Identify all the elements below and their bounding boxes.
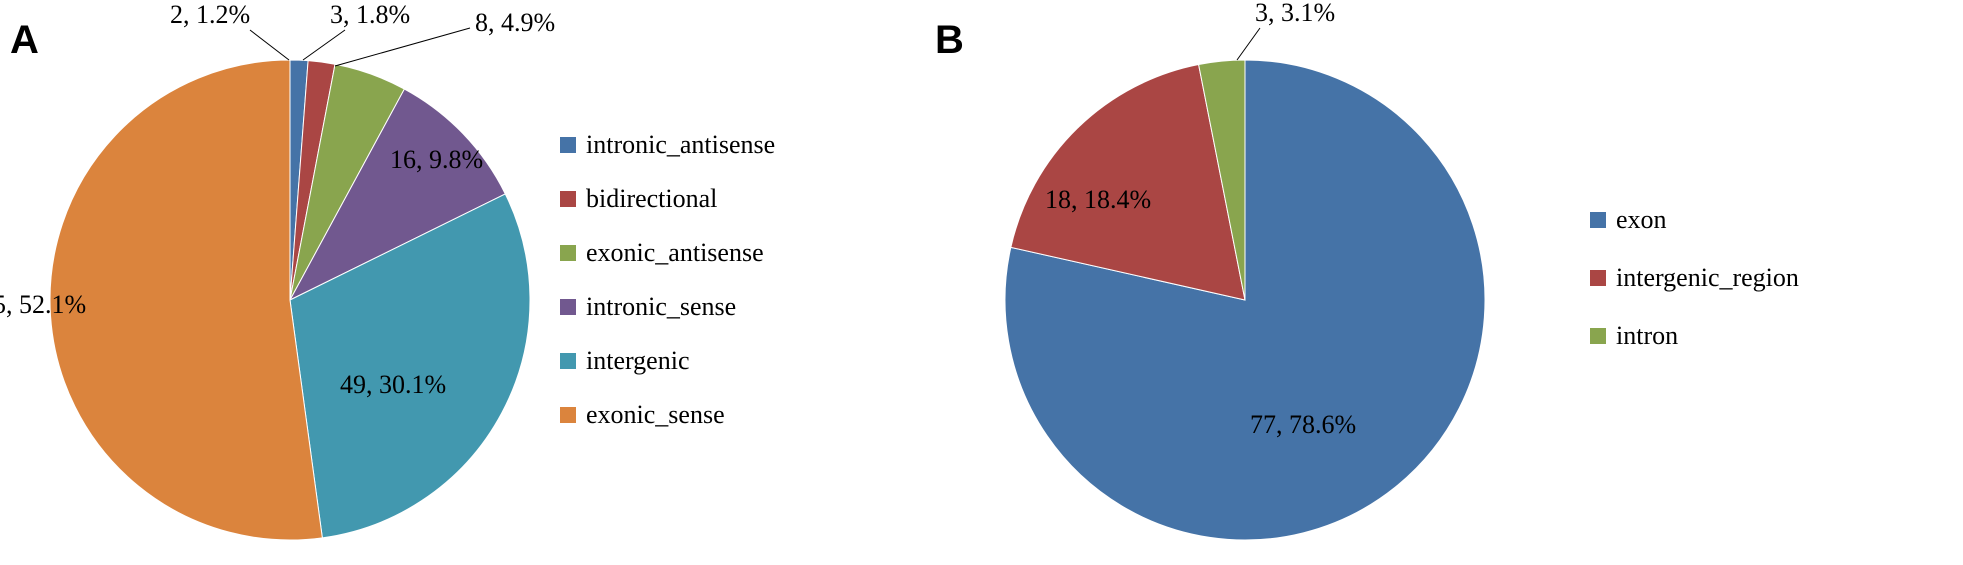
legend-row: intergenic_region xyxy=(1590,263,1799,293)
slice-label-intron: 3, 3.1% xyxy=(1255,0,1335,28)
legend-text: intergenic_region xyxy=(1616,263,1799,293)
leader-intron xyxy=(1237,28,1260,60)
slice-label-exon: 77, 78.6% xyxy=(1250,410,1356,440)
legend-text: intron xyxy=(1616,321,1678,351)
legend-text: exon xyxy=(1616,205,1667,235)
legend-swatch xyxy=(1590,212,1606,228)
slice-label-intergenic_region: 18, 18.4% xyxy=(1045,185,1151,215)
legend-swatch xyxy=(1590,328,1606,344)
legend-swatch xyxy=(1590,270,1606,286)
legend-row: exon xyxy=(1590,205,1799,235)
legend-row: intron xyxy=(1590,321,1799,351)
legend-b: exon intergenic_regionintron xyxy=(1590,205,1799,379)
